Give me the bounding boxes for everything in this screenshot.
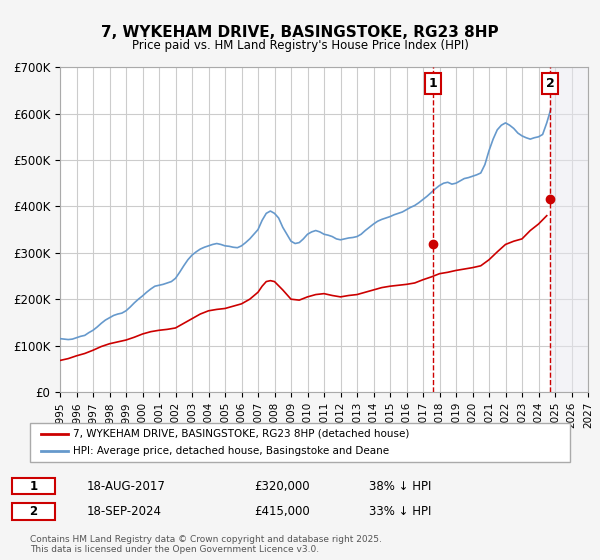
Text: 7, WYKEHAM DRIVE, BASINGSTOKE, RG23 8HP: 7, WYKEHAM DRIVE, BASINGSTOKE, RG23 8HP: [101, 25, 499, 40]
Text: 7, WYKEHAM DRIVE, BASINGSTOKE, RG23 8HP (detached house): 7, WYKEHAM DRIVE, BASINGSTOKE, RG23 8HP …: [73, 429, 410, 439]
Text: HPI: Average price, detached house, Basingstoke and Deane: HPI: Average price, detached house, Basi…: [73, 446, 389, 456]
Text: 18-AUG-2017: 18-AUG-2017: [87, 479, 166, 493]
Text: Contains HM Land Registry data © Crown copyright and database right 2025.
This d: Contains HM Land Registry data © Crown c…: [30, 535, 382, 554]
Text: 2: 2: [29, 505, 37, 518]
Text: 33% ↓ HPI: 33% ↓ HPI: [369, 505, 431, 518]
FancyBboxPatch shape: [12, 503, 55, 520]
Text: £320,000: £320,000: [254, 479, 310, 493]
Text: Price paid vs. HM Land Registry's House Price Index (HPI): Price paid vs. HM Land Registry's House …: [131, 39, 469, 52]
Text: 38% ↓ HPI: 38% ↓ HPI: [369, 479, 431, 493]
Text: 1: 1: [428, 77, 437, 90]
Text: 18-SEP-2024: 18-SEP-2024: [87, 505, 162, 518]
Text: 2: 2: [545, 77, 554, 90]
FancyBboxPatch shape: [30, 423, 570, 462]
FancyBboxPatch shape: [12, 478, 55, 494]
Text: 1: 1: [29, 479, 37, 493]
Bar: [550, 67, 588, 392]
Text: £415,000: £415,000: [254, 505, 310, 518]
